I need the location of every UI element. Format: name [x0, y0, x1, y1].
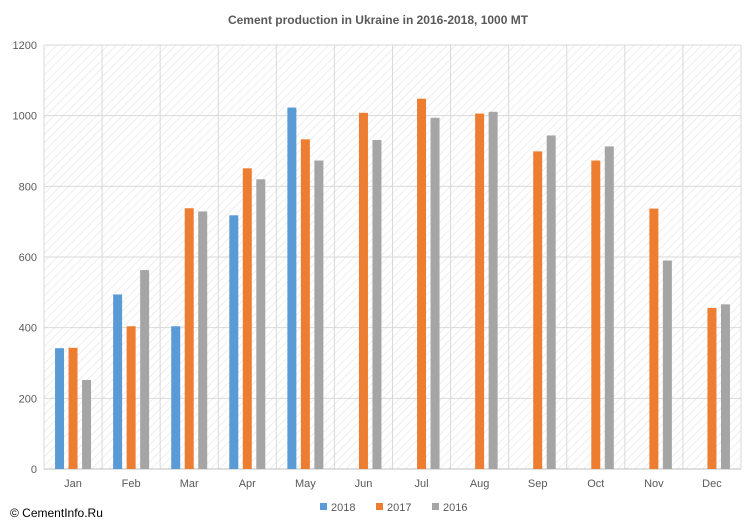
- bar-2017-feb: [126, 326, 136, 469]
- y-tick-label: 1200: [13, 40, 37, 52]
- x-tick-label: Oct: [587, 478, 604, 490]
- bar-2018-jan: [55, 348, 65, 469]
- x-tick-label: May: [295, 478, 316, 490]
- bar-2017-mar: [184, 208, 194, 470]
- bar-2018-apr: [229, 215, 239, 469]
- y-tick-label: 0: [31, 464, 37, 476]
- x-tick-label: Dec: [702, 478, 722, 490]
- bar-2016-oct: [604, 146, 614, 469]
- bar-2017-sep: [533, 151, 543, 469]
- bar-2017-jul: [417, 98, 427, 469]
- bar-2017-jan: [68, 347, 78, 469]
- x-tick-label: Aug: [470, 478, 490, 490]
- x-tick-label: Jun: [355, 478, 373, 490]
- bar-2017-dec: [707, 307, 717, 469]
- bar-2017-jun: [358, 112, 368, 469]
- y-tick-label: 200: [19, 393, 37, 405]
- bar-2016-nov: [662, 260, 672, 469]
- y-tick-label: 1000: [13, 111, 37, 123]
- chart-title: Cement production in Ukraine in 2016-201…: [228, 13, 529, 27]
- legend-label: 2016: [443, 502, 467, 514]
- bar-2018-feb: [113, 294, 123, 469]
- bar-2016-jul: [430, 117, 440, 469]
- x-tick-label: Mar: [180, 478, 199, 490]
- bar-2017-aug: [475, 113, 485, 470]
- bar-2016-may: [314, 160, 324, 470]
- bar-2018-mar: [171, 326, 181, 469]
- bar-2016-mar: [198, 211, 208, 470]
- y-tick-label: 800: [19, 181, 37, 193]
- x-tick-label: Sep: [528, 478, 548, 490]
- bar-2016-jun: [372, 140, 382, 469]
- bar-2016-apr: [256, 179, 266, 469]
- bar-2016-dec: [720, 304, 730, 469]
- legend-swatch-2016: [432, 503, 439, 510]
- y-tick-label: 600: [19, 252, 37, 264]
- legend-label: 2017: [387, 502, 411, 514]
- bar-2017-may: [300, 139, 310, 469]
- legend-swatch-2017: [376, 503, 383, 510]
- bar-2016-aug: [488, 111, 498, 469]
- legend-label: 2018: [331, 502, 355, 514]
- bar-2016-feb: [140, 270, 150, 469]
- bar-2017-nov: [649, 208, 659, 470]
- y-tick-label: 400: [19, 323, 37, 335]
- bar-2018-may: [287, 107, 297, 469]
- x-tick-label: Nov: [644, 478, 664, 490]
- bar-2017-apr: [242, 168, 252, 469]
- footer-credit: © CementInfo.Ru: [10, 506, 103, 520]
- bar-2016-jan: [82, 379, 92, 469]
- x-tick-label: Jul: [415, 478, 429, 490]
- legend-swatch-2018: [320, 503, 327, 510]
- bar-2016-sep: [546, 135, 556, 469]
- bar-2017-oct: [591, 160, 601, 470]
- x-tick-label: Feb: [122, 478, 141, 490]
- x-tick-label: Jan: [64, 478, 82, 490]
- x-tick-label: Apr: [239, 478, 256, 490]
